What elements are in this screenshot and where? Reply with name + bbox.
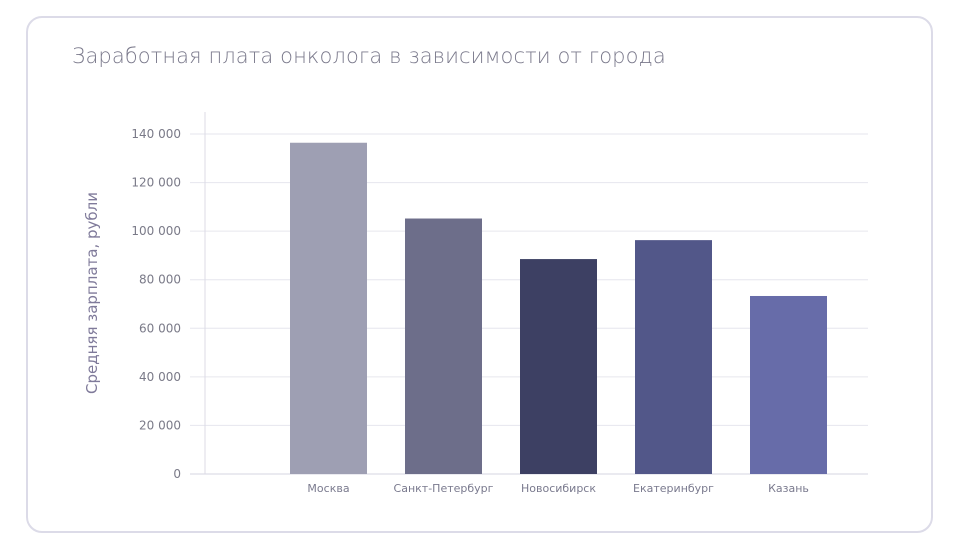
bar-3 <box>635 240 712 474</box>
x-tick-label: Санкт-Петербург <box>394 482 494 495</box>
x-tick-label: Казань <box>768 482 809 495</box>
bar-0 <box>290 142 367 474</box>
bar-1 <box>405 218 482 474</box>
chart-title: Заработная плата онколога в зависимости … <box>72 44 666 68</box>
x-tick-label: Екатеринбург <box>633 482 714 495</box>
y-tick-label: 40 000 <box>139 370 181 384</box>
y-tick-label: 80 000 <box>139 273 181 287</box>
y-tick-label: 100 000 <box>131 224 181 238</box>
y-axis-label: Средняя зарплата, рубли <box>83 192 101 394</box>
y-tick-label: 140 000 <box>131 127 181 141</box>
y-tick-label: 20 000 <box>139 418 181 432</box>
y-tick-label: 60 000 <box>139 321 181 335</box>
y-tick-label: 120 000 <box>131 176 181 190</box>
bar-2 <box>520 259 597 474</box>
x-tick-label: Москва <box>307 482 349 495</box>
bar-4 <box>750 295 827 474</box>
x-tick-label: Новосибирск <box>521 482 596 495</box>
y-tick-label: 0 <box>173 467 181 481</box>
chart-card <box>26 16 933 533</box>
